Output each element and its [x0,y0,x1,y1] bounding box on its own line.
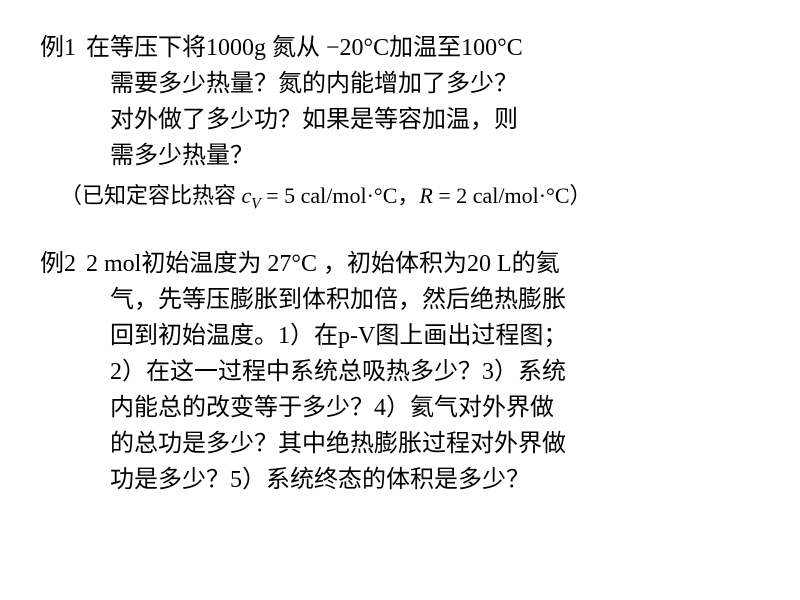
note-separator: ， [397,183,419,208]
text-segment: 加温至 [389,35,461,61]
example-2-line5: 内能总的改变等于多少？4）氦气对外界做 [110,390,760,426]
example-2-line2: 气，先等压膨胀到体积加倍，然后绝热膨胀 [110,282,760,318]
example-1-line2: 需要多少热量？氮的内能增加了多少？ [110,66,760,102]
example-2-line7: 功是多少？5）系统终态的体积是多少？ [110,462,760,498]
example-1-line3: 对外做了多少功？如果是等容加温，则 [110,102,760,138]
r-variable: R [419,183,432,208]
note-prefix: （已知定容比热容 [60,183,236,208]
example-2-line3: 回到初始温度。1）在p-V图上画出过程图； [110,318,760,354]
example-2-line4: 2）在这一过程中系统总吸热多少？3）系统 [110,354,760,390]
example-2: 例2 2 mol初始温度为 27°C ，初始体积为20 L的氦 气，先等压膨胀到… [40,246,760,498]
example-2-label: 例2 [40,246,76,282]
example-1-line4: 需多少热量？ [110,138,760,174]
example-1: 例1 在等压下将1000g 氮从 −20°C加温至100°C 需要多少热量？氮的… [40,30,760,216]
temperature-value: 100°C [461,35,523,61]
example-2-line1: 2 mol初始温度为 27°C ，初始体积为20 L的氦 [86,246,560,282]
note-suffix: ） [570,183,592,208]
temperature-value: 27°C [261,251,323,277]
r-equation: = 2 cal/mol·°C [433,183,570,208]
cv-variable: c [236,183,251,208]
example-2-first-line: 例2 2 mol初始温度为 27°C ，初始体积为20 L的氦 [40,246,760,282]
text-segment: 2 mol初始温度为 [86,251,261,277]
text-segment: ，初始体积为20 L的氦 [323,251,560,277]
text-segment: 在等压下将1000g 氮从 [86,35,320,61]
temperature-value: −20°C [320,35,389,61]
example-1-line1: 在等压下将1000g 氮从 −20°C加温至100°C [86,30,523,66]
example-2-line6: 的总功是多少？其中绝热膨胀过程对外界做 [110,426,760,462]
example-1-first-line: 例1 在等压下将1000g 氮从 −20°C加温至100°C [40,30,760,66]
cv-subscript: V [251,195,260,212]
example-1-note: （已知定容比热容 cV = 5 cal/mol·°C，R = 2 cal/mol… [60,179,760,216]
example-1-label: 例1 [40,30,76,66]
cv-equation: = 5 cal/mol·°C [261,183,398,208]
